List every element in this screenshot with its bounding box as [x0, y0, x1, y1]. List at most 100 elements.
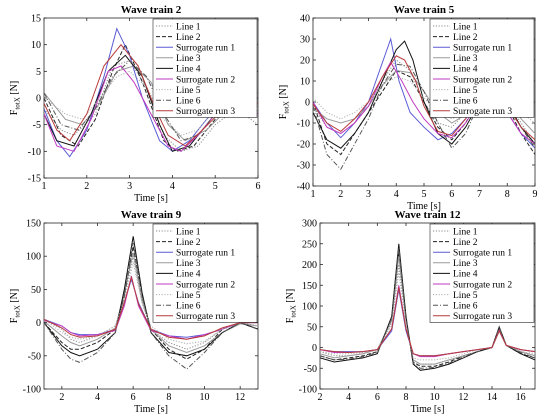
x-tick-label: 1: [42, 181, 47, 192]
y-tick-label: 250: [302, 239, 317, 250]
y-axis-label: FtotX [N]: [285, 289, 298, 323]
y-tick-label: -50: [304, 364, 317, 375]
y-tick-label: 50: [307, 322, 317, 333]
y-tick-label: -10: [297, 119, 310, 130]
legend-entry: Line 2: [176, 238, 201, 248]
y-tick-label: -50: [28, 351, 41, 362]
y-tick-label: 0: [36, 94, 41, 105]
chart-title: Wave train 9: [121, 209, 182, 221]
legend-entry: Line 5: [453, 86, 478, 96]
y-tick-label: 40: [300, 14, 310, 25]
y-axis-label: FtotX [N]: [9, 81, 22, 115]
x-tick-label: 6: [131, 392, 136, 403]
x-tick-label: 8: [166, 392, 171, 403]
y-axis-label-sub: totX: [290, 305, 298, 317]
y-tick-label: -100: [299, 385, 317, 396]
legend-entry: Line 2: [453, 33, 478, 43]
chart-panel-3: 2 4 6 8 10 12 -100 -50 0 50 100 150 Wave train 9 Time…: [9, 209, 259, 415]
legend-entry: Surrogate run 3: [176, 107, 235, 117]
x-axis-label: Time [s]: [134, 193, 168, 204]
legend-entry: Line 6: [453, 302, 478, 312]
legend-entry: Line 6: [453, 97, 478, 107]
legend-entry: Line 3: [176, 54, 201, 64]
y-axis-label-unit: [N]: [278, 85, 289, 101]
y-axis-label: FtotX [N]: [9, 289, 22, 323]
legend-entry: Line 5: [176, 291, 201, 301]
y-tick-label: 150: [302, 281, 317, 292]
x-tick-label: 4: [394, 189, 399, 200]
x-axis-label: Time [s]: [134, 404, 168, 415]
x-tick-label: 4: [346, 392, 351, 403]
y-axis-label-main: F: [9, 109, 20, 115]
series-line-5: [44, 236, 258, 357]
legend-entry: Line 4: [176, 65, 201, 75]
x-tick-label: 12: [458, 392, 468, 403]
legend-entry: Line 3: [176, 259, 201, 269]
legend-entry: Line 3: [453, 54, 478, 64]
x-tick-label: 2: [59, 392, 64, 403]
series-group: [44, 236, 258, 370]
x-tick-label: 9: [533, 189, 538, 200]
series-line-4: [44, 65, 258, 142]
legend-entry: Line 1: [453, 227, 478, 237]
y-axis-label-unit: [N]: [285, 289, 296, 305]
series-line-9: [320, 287, 535, 357]
y-tick-label: 50: [31, 285, 41, 296]
chart-title: Wave train 12: [395, 209, 461, 221]
legend-entry: Line 6: [176, 97, 201, 107]
x-tick-label: 12: [235, 392, 245, 403]
y-axis-label-main: F: [9, 317, 20, 323]
y-tick-label: -10: [28, 147, 41, 158]
x-tick-label: 1: [311, 189, 316, 200]
chart-panel-1: 1 2 3 4 5 6 -15 -10 -5 0 5 10 15 Wave train 2 Time [s]…: [9, 4, 261, 204]
x-tick-label: 2: [318, 392, 323, 403]
x-tick-label: 3: [127, 181, 132, 192]
legend-entry: Line 2: [453, 238, 478, 248]
x-tick-label: 6: [449, 189, 454, 200]
y-axis-label-unit: [N]: [9, 289, 20, 305]
x-tick-label: 10: [200, 392, 210, 403]
legend-entry: Surrogate run 1: [453, 44, 512, 54]
series-line-4: [320, 256, 535, 365]
legend-entry: Surrogate run 2: [453, 280, 512, 290]
x-axis-label: Time [s]: [407, 201, 441, 212]
series-group: [320, 243, 535, 371]
legend-entry: Line 5: [453, 291, 478, 301]
x-tick-label: 8: [505, 189, 510, 200]
legend-entry: Surrogate run 1: [176, 44, 235, 54]
x-tick-label: 14: [487, 392, 497, 403]
series-line-8: [44, 242, 258, 370]
legend-entry: Surrogate run 2: [176, 280, 235, 290]
x-tick-label: 2: [84, 181, 89, 192]
y-tick-label: 30: [300, 35, 310, 46]
y-tick-label: 20: [300, 56, 310, 67]
y-tick-label: -20: [297, 140, 310, 151]
y-tick-label: 150: [26, 219, 41, 230]
y-tick-label: -5: [33, 120, 41, 131]
y-tick-label: 0: [36, 318, 41, 329]
series-line-7: [44, 262, 258, 345]
x-tick-label: 6: [256, 181, 261, 192]
y-tick-label: -30: [297, 161, 310, 172]
legend-entry: Line 5: [176, 86, 201, 96]
legend-entry: Line 3: [453, 259, 478, 269]
legend-entry: Surrogate run 2: [453, 75, 512, 85]
y-tick-label: -15: [28, 174, 41, 185]
y-axis-label-main: F: [278, 113, 289, 119]
series-line-9: [44, 275, 258, 340]
y-tick-label: 0: [305, 98, 310, 109]
x-tick-label: 10: [430, 392, 440, 403]
y-tick-label: 10: [300, 77, 310, 88]
x-tick-label: 6: [375, 392, 380, 403]
y-axis-label-main: F: [285, 317, 296, 323]
y-axis-label-sub: totX: [14, 97, 22, 109]
series-line-4: [44, 252, 258, 354]
y-tick-label: 5: [36, 67, 41, 78]
y-tick-label: 10: [31, 40, 41, 51]
series-line-7: [313, 76, 535, 124]
legend-entry: Surrogate run 1: [176, 249, 235, 259]
